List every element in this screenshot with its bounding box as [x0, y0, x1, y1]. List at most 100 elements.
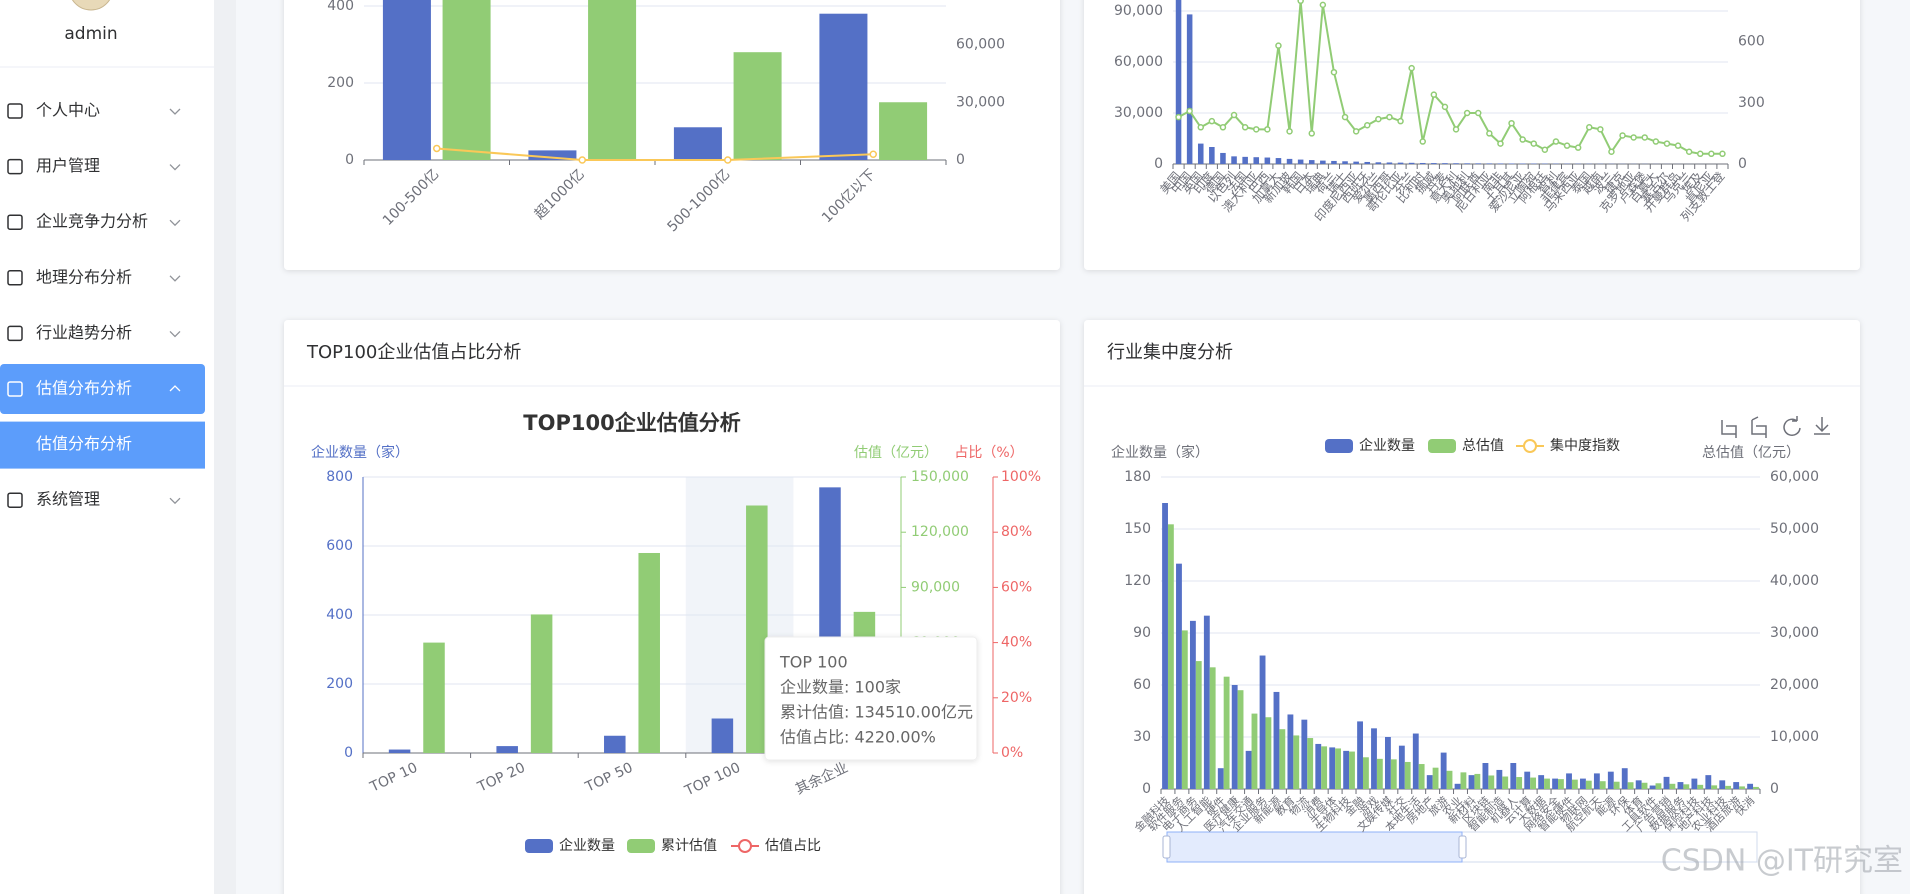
bar [1733, 782, 1740, 789]
menu-item[interactable]: 地理分布分析 [36, 267, 132, 286]
point [1630, 134, 1637, 141]
legend-label[interactable]: 估值占比 [765, 838, 821, 854]
legend-label[interactable]: 企业数量 [559, 837, 615, 854]
legend-label[interactable]: 集中度指数 [1550, 437, 1620, 454]
bar [1464, 163, 1470, 164]
zoom-icon[interactable] [1721, 420, 1737, 438]
menu-item[interactable]: 个人中心 [36, 101, 100, 120]
bar [1593, 773, 1600, 789]
bar [1308, 160, 1315, 164]
bar [1566, 773, 1572, 789]
y2-axis-name: 总估值（亿元） [1702, 445, 1800, 461]
menu-item[interactable]: 用户管理 [36, 156, 100, 175]
tooltip-box [764, 636, 978, 761]
menu-item[interactable]: 行业趋势分析 [36, 323, 132, 342]
bar [1357, 721, 1363, 789]
bar [1580, 778, 1586, 789]
y2-tick-label: 90,000 [911, 579, 960, 595]
bar [1315, 743, 1322, 789]
bar [1432, 767, 1439, 789]
y2-tick-label: 30,000 [956, 94, 1005, 110]
line-series [1175, 0, 1726, 158]
menu-chevron [169, 330, 181, 338]
bar [423, 642, 445, 753]
bar [1209, 667, 1216, 789]
bar [1384, 737, 1391, 789]
menu-icon [7, 381, 23, 397]
bar [1496, 769, 1503, 789]
user-name: admin [64, 24, 117, 44]
submenu-item[interactable]: 估值分布分析 [36, 434, 132, 453]
bar [1442, 163, 1448, 164]
y-tick-label: 0 [344, 745, 353, 761]
bar [1175, 0, 1182, 164]
menu-item[interactable]: 企业竞争力分析 [36, 212, 148, 231]
bar [1264, 157, 1271, 164]
point [1641, 134, 1648, 141]
bar [1488, 775, 1495, 789]
bar [1621, 768, 1628, 789]
slider-handle[interactable] [1458, 835, 1467, 859]
slider-window[interactable] [1166, 831, 1463, 863]
menu-item[interactable]: 估值分布分析 [36, 379, 132, 398]
y2-tick-label: 60,000 [956, 37, 1005, 53]
y-tick-label: 200 [327, 75, 354, 91]
slider-handle[interactable] [1162, 835, 1171, 859]
menu-icon [7, 214, 23, 230]
point [1652, 138, 1660, 145]
bar [1669, 783, 1676, 789]
bar [1398, 745, 1405, 789]
legend-label[interactable]: 累计估值 [661, 838, 717, 854]
bar [1242, 156, 1248, 164]
bar [588, 0, 637, 160]
y-axis-name: 企业数量（家） [1111, 444, 1209, 461]
bar [1585, 780, 1592, 789]
zoom-back-icon[interactable] [1751, 416, 1767, 438]
legend-label[interactable]: 企业数量 [1359, 437, 1415, 454]
menu-chevron [169, 219, 181, 227]
bar [1453, 163, 1459, 164]
bar [1364, 161, 1371, 164]
avatar[interactable] [69, 0, 113, 11]
point [1608, 148, 1615, 156]
bar [1209, 147, 1215, 164]
bar [1275, 158, 1282, 164]
y-tick-label: 800 [326, 469, 353, 485]
point [1597, 126, 1604, 133]
bar [1376, 758, 1383, 789]
point [1563, 142, 1571, 149]
y-tick-label: 30,000 [1114, 105, 1163, 121]
bar [1386, 162, 1393, 164]
point [578, 156, 586, 164]
legend-label[interactable]: 总估值 [1462, 438, 1504, 454]
bar [1259, 655, 1266, 789]
point [1286, 128, 1293, 135]
menu-chevron [169, 497, 181, 505]
y2-tick-label: 10,000 [1770, 729, 1819, 745]
point [1463, 109, 1471, 117]
bar [746, 505, 768, 753]
chart-title: TOP100企业估值分析 [523, 411, 740, 435]
bar [382, 0, 431, 160]
y-tick-label: 200 [326, 676, 353, 692]
bar [1502, 776, 1509, 789]
point [1230, 111, 1238, 119]
y-tick-label: 180 [1124, 469, 1151, 485]
save-icon[interactable] [1814, 417, 1830, 435]
bar [1419, 162, 1426, 164]
bar [1195, 661, 1202, 789]
y-tick-label: 60,000 [1114, 54, 1163, 70]
restore-icon[interactable] [1783, 416, 1801, 437]
bar [530, 614, 553, 753]
y2-tick-label: 20,000 [1770, 677, 1819, 693]
bar [1725, 785, 1732, 789]
point [1186, 107, 1193, 115]
bar [442, 0, 491, 160]
sidebar-gutter [214, 0, 236, 894]
menu-chevron [169, 108, 181, 115]
menu-item[interactable]: 系统管理 [36, 490, 100, 509]
bar [1524, 771, 1531, 789]
y2-tick-label: 120,000 [911, 524, 969, 540]
point [1375, 115, 1382, 123]
bar [1627, 782, 1634, 789]
